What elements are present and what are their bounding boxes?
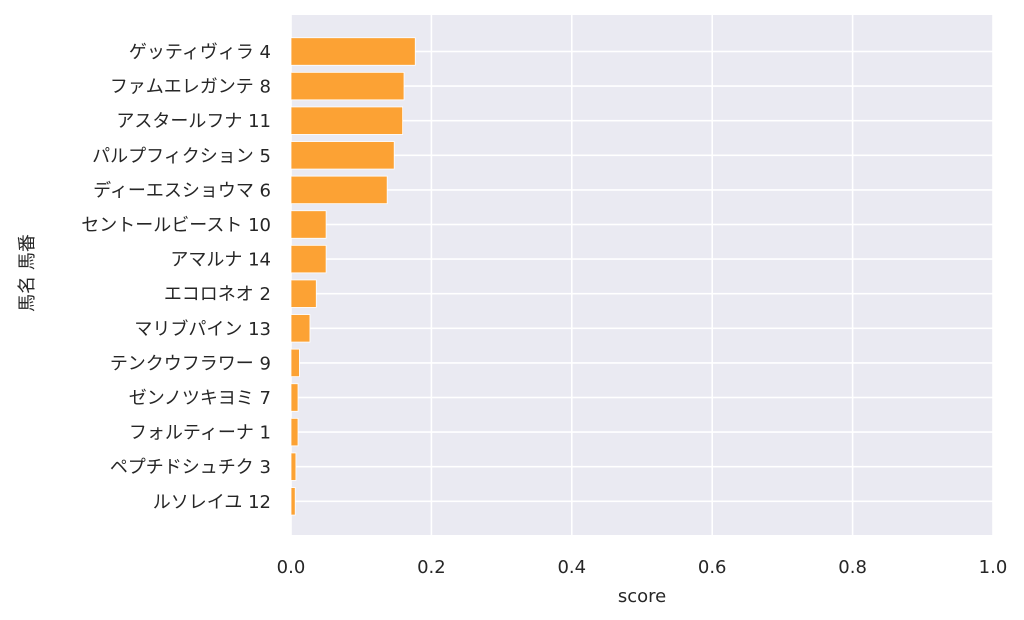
x-tick-label: 0.2 [417,557,446,578]
category-label: ディーエスショウマ 6 [93,180,271,201]
category-label: アスタールフナ 11 [116,111,271,132]
category-label: ルソレイユ 12 [153,492,271,513]
category-label: エコロネオ 2 [164,284,271,305]
category-label: フォルティーナ 1 [129,423,271,444]
bar [290,487,296,516]
bar [290,106,404,135]
bar [290,141,395,170]
x-tick-label: 0.8 [838,557,867,578]
bar [290,244,327,274]
bar [290,279,317,308]
bar [290,452,297,481]
x-tick-label: 0.0 [277,557,306,578]
bar [290,417,299,447]
category-label: アマルナ 14 [170,250,271,271]
category-label: ペプチドシュチク 3 [110,457,271,478]
x-tick-labels: 0.0 0.2 0.4 0.6 0.8 1.0 [277,557,1008,578]
bars [290,37,416,516]
bar [290,210,327,239]
category-label: マリブパイン 13 [134,318,271,340]
x-axis-title: score [618,586,666,607]
category-label: ゲッティヴィラ 4 [129,42,271,63]
bar [290,383,299,412]
gridlines [290,15,994,535]
y-axis-title: 馬名 馬番 [17,234,38,312]
bar [290,175,388,205]
category-label: パルプフィクション 5 [92,146,271,167]
x-tick-label: 0.4 [557,557,586,578]
category-labels: ゲッティヴィラ 4 ファムエレガンテ 8 アスタールフナ 11 パルプフィクション 5… [81,42,271,513]
category-label: セントールビースト 10 [81,215,271,236]
bar [290,348,300,378]
bar [290,37,416,66]
x-tick-label: 1.0 [979,557,1008,578]
plot-area [291,15,993,535]
category-label: テンクウフラワー 9 [110,353,271,374]
bar [290,71,405,101]
bar [290,314,311,343]
category-label: ゼンノツキヨミ 7 [129,388,271,409]
category-label: ファムエレガンテ 8 [110,77,271,98]
x-tick-label: 0.6 [698,557,727,578]
